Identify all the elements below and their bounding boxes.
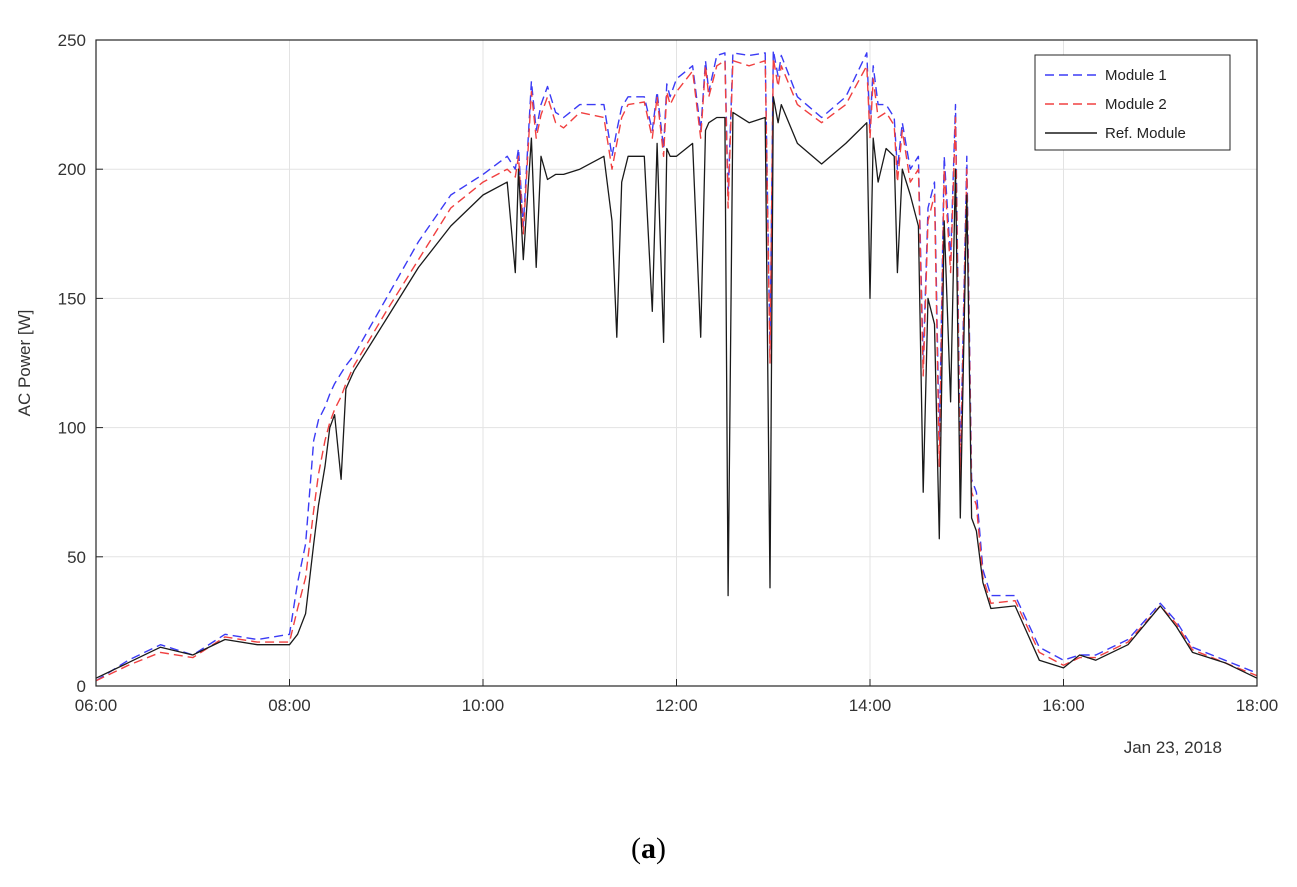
x-tick-label: 08:00 xyxy=(268,696,311,715)
y-tick-label: 50 xyxy=(67,548,86,567)
x-tick-label: 14:00 xyxy=(849,696,892,715)
x-tick-label: 06:00 xyxy=(75,696,118,715)
date-label: Jan 23, 2018 xyxy=(1124,738,1222,757)
legend: Module 1 Module 2 Ref. Module xyxy=(1034,54,1231,151)
y-axis-label: AC Power [W] xyxy=(15,310,34,417)
y-tick-label: 200 xyxy=(58,160,86,179)
x-tick-label: 16:00 xyxy=(1042,696,1085,715)
legend-box xyxy=(1034,54,1231,151)
series-line-2 xyxy=(95,57,1258,682)
y-tick-label: 100 xyxy=(58,419,86,438)
legend-label: Module 1 xyxy=(1105,67,1167,84)
series-line-3 xyxy=(95,96,1258,679)
y-tick-label: 250 xyxy=(58,31,86,50)
figure-caption: (a) xyxy=(631,832,666,865)
legend-label: Ref. Module xyxy=(1105,125,1186,142)
y-tick-label: 0 xyxy=(77,677,86,696)
series-layer xyxy=(95,49,1258,682)
x-tick-label: 12:00 xyxy=(655,696,698,715)
caption-letter: a xyxy=(641,832,656,865)
legend-label: Module 2 xyxy=(1105,96,1167,113)
ac-power-chart: 06:00 08:00 10:00 12:00 14:00 16:00 18:00 0 50 10… xyxy=(15,31,1279,757)
y-tick-label: 150 xyxy=(58,289,86,308)
x-tick-label: 18:00 xyxy=(1236,696,1279,715)
axis-ticks: 06:00 08:00 10:00 12:00 14:00 16:00 18:00 0 50 10… xyxy=(58,31,1279,715)
x-tick-label: 10:00 xyxy=(462,696,505,715)
